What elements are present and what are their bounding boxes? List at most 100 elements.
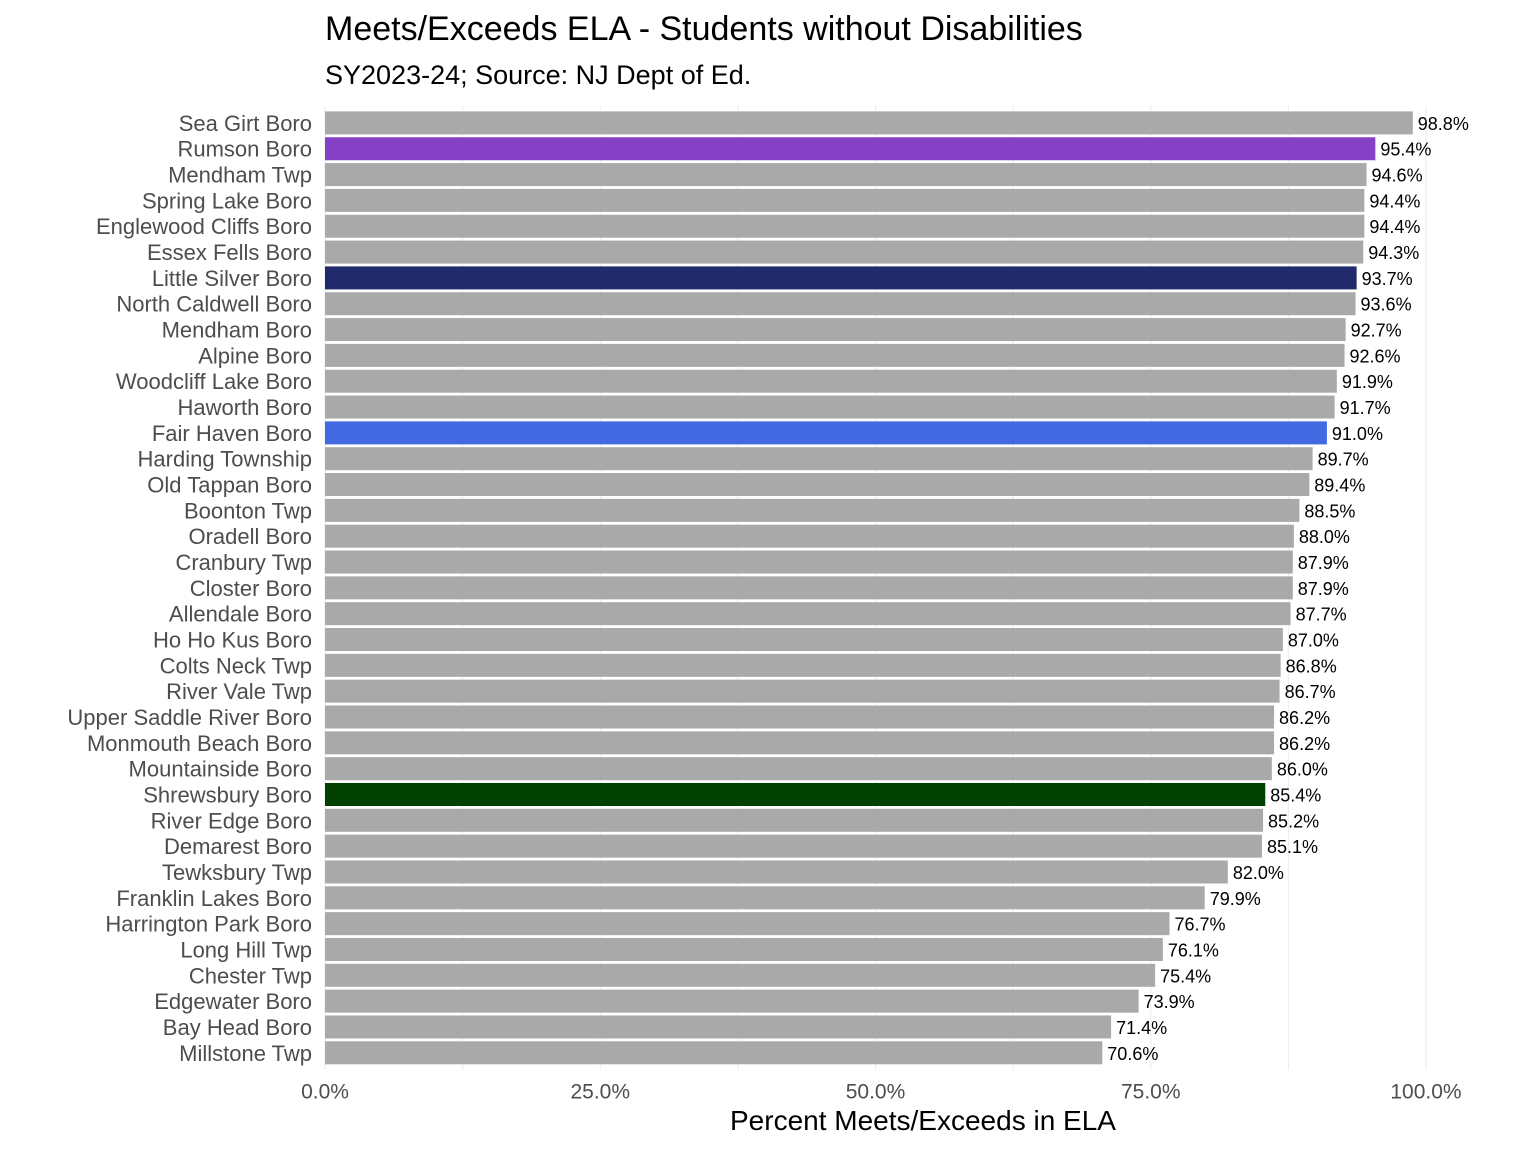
value-label: 70.6% (1107, 1044, 1158, 1064)
bar (325, 782, 1266, 806)
category-label: Bay Head Boro (163, 1015, 312, 1040)
x-axis-label: Percent Meets/Exceeds in ELA (730, 1105, 1116, 1136)
value-label: 88.0% (1299, 527, 1350, 547)
category-label: Demarest Boro (164, 834, 312, 859)
value-label: 89.7% (1318, 450, 1369, 470)
bar (325, 498, 1300, 522)
value-label: 92.7% (1351, 321, 1402, 341)
value-label: 91.9% (1342, 372, 1393, 392)
category-label: Englewood Cliffs Boro (96, 214, 312, 239)
bar (325, 111, 1413, 135)
bar (325, 576, 1293, 600)
category-label: Millstone Twp (179, 1041, 312, 1066)
value-label: 87.7% (1296, 605, 1347, 625)
value-label: 93.6% (1361, 295, 1412, 315)
value-label: 76.7% (1174, 915, 1225, 935)
value-label: 94.4% (1369, 191, 1420, 211)
bar (325, 808, 1264, 832)
value-label: 85.2% (1268, 811, 1319, 831)
x-tick-label: 75.0% (1121, 1081, 1181, 1104)
value-label: 94.6% (1372, 166, 1423, 186)
value-label: 91.7% (1340, 398, 1391, 418)
value-label: 88.5% (1304, 501, 1355, 521)
chart-title: Meets/Exceeds ELA - Students without Dis… (325, 10, 1083, 48)
bar (325, 963, 1156, 987)
category-label: Fair Haven Boro (152, 421, 312, 446)
value-label: 93.7% (1362, 269, 1413, 289)
category-label: Mendham Twp (168, 163, 312, 188)
bar (325, 421, 1327, 445)
category-label: Long Hill Twp (180, 937, 312, 962)
category-label: Edgewater Boro (154, 989, 312, 1014)
value-label: 89.4% (1314, 476, 1365, 496)
bar (325, 214, 1365, 238)
value-label: 87.9% (1298, 553, 1349, 573)
value-label: 86.7% (1285, 682, 1336, 702)
bar (325, 550, 1293, 574)
value-label: 87.0% (1288, 631, 1339, 651)
bar (325, 137, 1376, 161)
category-label: Chester Twp (189, 963, 312, 988)
value-label: 87.9% (1298, 579, 1349, 599)
value-labels: 98.8% 95.4% 94.6% 94.4% 94.4% 94.3% 93.7% 93.6%… (1107, 114, 1469, 1064)
bars (325, 111, 1413, 1065)
category-label: Little Silver Boro (152, 266, 312, 291)
bar (325, 912, 1170, 936)
category-label: Franklin Lakes Boro (116, 886, 312, 911)
category-label: Ho Ho Kus Boro (153, 628, 312, 653)
value-label: 92.6% (1350, 346, 1401, 366)
value-label: 86.2% (1279, 708, 1330, 728)
x-tick-label: 0.0% (301, 1081, 349, 1104)
category-label: Upper Saddle River Boro (67, 705, 312, 730)
value-label: 86.0% (1277, 760, 1328, 780)
category-label: Allendale Boro (169, 602, 312, 627)
category-label: Mendham Boro (162, 318, 312, 343)
category-label: Colts Neck Twp (160, 653, 312, 678)
bar (325, 937, 1163, 961)
value-label: 86.2% (1279, 734, 1330, 754)
value-label: 94.4% (1369, 217, 1420, 237)
category-label: Tewksbury Twp (162, 860, 312, 885)
value-label: 85.4% (1270, 785, 1321, 805)
category-label: Monmouth Beach Boro (87, 731, 312, 756)
bar (325, 628, 1283, 652)
category-label: Harrington Park Boro (105, 912, 312, 937)
category-label: Mountainside Boro (129, 757, 312, 782)
category-label: Alpine Boro (198, 343, 312, 368)
bar (325, 860, 1228, 884)
value-label: 82.0% (1233, 863, 1284, 883)
bar (325, 343, 1345, 367)
bar (325, 188, 1365, 212)
category-label: Spring Lake Boro (142, 188, 312, 213)
bar (325, 447, 1313, 471)
x-axis-ticks: 0.0% 25.0% 50.0% 75.0% 100.0% (301, 1081, 1462, 1104)
bar (325, 757, 1272, 781)
category-label: Old Tappan Boro (147, 473, 312, 498)
value-label: 98.8% (1418, 114, 1469, 134)
bar (325, 163, 1367, 187)
value-label: 91.0% (1332, 424, 1383, 444)
bar (325, 679, 1280, 703)
category-label: Haworth Boro (177, 395, 312, 420)
category-label: Woodcliff Lake Boro (116, 369, 312, 394)
x-tick-label: 25.0% (570, 1081, 630, 1104)
category-label: River Edge Boro (151, 808, 312, 833)
bar (325, 1041, 1103, 1065)
category-label: Cranbury Twp (175, 550, 312, 575)
bar (325, 1015, 1112, 1039)
category-label: Closter Boro (190, 576, 312, 601)
value-label: 86.8% (1286, 656, 1337, 676)
bar (325, 705, 1275, 729)
value-label: 73.9% (1144, 992, 1195, 1012)
category-label: Essex Fells Boro (147, 240, 312, 265)
value-label: 71.4% (1116, 1018, 1167, 1038)
bar (325, 834, 1262, 858)
value-label: 75.4% (1160, 966, 1211, 986)
bar (325, 369, 1337, 393)
value-label: 95.4% (1380, 140, 1431, 160)
bar (325, 602, 1291, 626)
bar (325, 473, 1310, 497)
bar (325, 395, 1335, 419)
bar (325, 266, 1357, 290)
value-label: 94.3% (1368, 243, 1419, 263)
